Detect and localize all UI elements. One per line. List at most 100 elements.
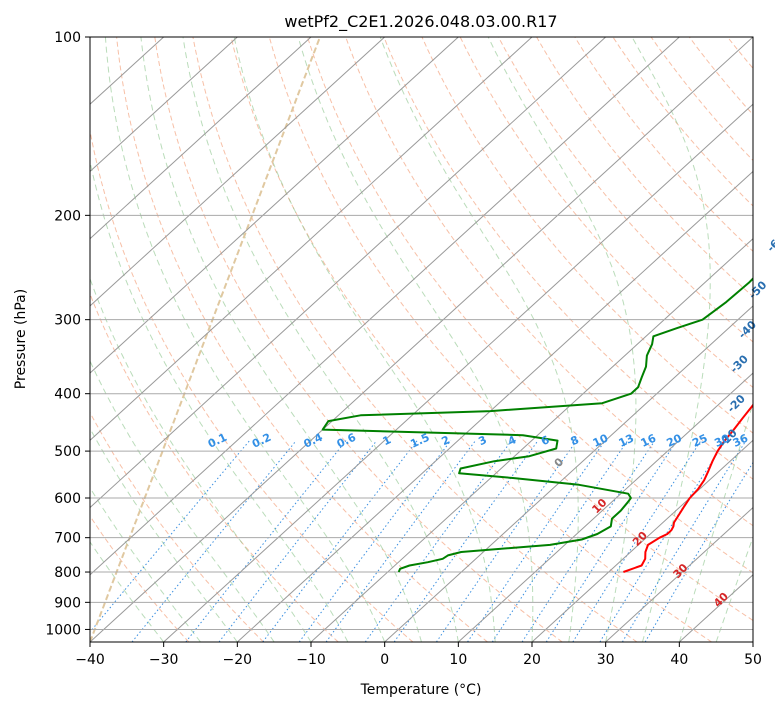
plot-area [90,37,775,642]
y-axis-label: Pressure (hPa) [13,289,29,389]
mixing-ratio-line [131,440,297,642]
mixing-ratio-label: 3 [476,433,488,448]
moist-adiabat [233,37,496,642]
isotherm-line [90,37,238,173]
moist-adiabat [715,535,753,642]
mixing-ratio-line [364,440,512,642]
mixing-ratio-line [491,440,629,642]
mixing-ratio-label: 0.2 [250,431,273,451]
mixing-ratio-label: 36 [731,431,751,449]
x-tick-label: 10 [449,652,467,668]
mixing-ratio-label: 16 [639,431,659,449]
mixing-ratio-line [621,440,747,642]
y-tick-label: 100 [54,30,81,46]
x-tick-label: 50 [744,652,762,668]
y-tick-label: 400 [54,387,81,403]
isotherm-line [310,237,753,642]
isotherm-line [90,37,386,307]
mixing-ratio-label: 0.1 [206,431,229,451]
moist-adiabat [631,37,711,642]
y-tick-label: 300 [54,313,81,329]
mixing-ratio-line [572,440,702,642]
isotherm-label: -40 [736,318,759,341]
dry-adiabat [192,37,638,642]
isotherm-label: -30 [728,352,751,375]
mixing-ratio-line [545,440,678,642]
y-tick-label: 700 [54,531,81,547]
mixing-ratio-line [218,440,378,642]
isotherm-line [90,37,533,442]
isotherm-label: -60 [764,231,775,254]
x-tick-label: 40 [670,652,688,668]
mixing-ratio-line [599,440,727,642]
isotherm-line [90,37,607,509]
dry-adiabat [536,37,753,298]
dry-adiabat [90,128,414,642]
mixing-ratio-label: 0.4 [302,431,325,451]
dry-adiabat [268,37,753,622]
adiabat-label: 30 [671,561,691,581]
isotherm-line [384,305,753,642]
adiabat-label: 40 [711,590,731,610]
dry-adiabat [688,37,753,116]
mixing-ratio-label: 20 [664,431,684,449]
moist-adiabat [104,37,386,642]
x-tick-label: −10 [296,652,326,668]
moist-adiabat [297,37,534,642]
y-tick-label: 500 [54,444,81,460]
mixing-ratio-line [262,440,418,642]
y-tick-label: 200 [54,208,81,224]
y-tick-label: 600 [54,491,81,507]
y-tick-label: 1000 [45,622,81,638]
isotherm-line [605,506,753,642]
dry-adiabat [154,37,563,642]
x-tick-label: 30 [597,652,615,668]
moist-adiabat [90,540,165,642]
y-tick-label: 800 [54,565,81,581]
mixing-ratio-label: 2 [440,433,452,448]
isotherm-line [531,439,753,642]
mixing-ratio-label: 1.5 [408,431,431,451]
mixing-ratio-line [325,440,476,642]
moist-adiabat [90,158,349,642]
plot-frame [89,36,754,643]
moist-adiabat [90,427,238,642]
mixing-ratio-label: 6 [539,433,552,448]
mixing-ratio-line [521,440,656,642]
x-tick-label: −40 [75,652,105,668]
moist-adiabat [678,401,753,642]
dry-adiabat [116,37,488,642]
moist-adiabat [140,37,422,642]
mixing-ratio-label: 8 [569,433,581,448]
mixing-ratio-line [467,440,606,642]
moist-adiabat [90,359,275,642]
adiabat-label: 10 [589,496,609,516]
isotherm-line [236,170,753,642]
mixing-ratio-line [90,440,250,633]
x-tick-label: −20 [223,652,253,668]
moist-adiabat [90,486,201,642]
isotherm-line [90,37,753,642]
x-axis-label: Temperature (°C) [360,682,482,698]
y-tick-label: 900 [54,595,81,611]
dry-adiabat [307,37,753,574]
isotherm-line [90,37,312,240]
x-tick-label: −30 [149,652,179,668]
dry-adiabat [497,37,753,343]
isotherm-line [163,103,753,642]
reference-curve [90,37,321,642]
mixing-ratio-line [298,440,452,642]
mixing-ratio-label: 10 [591,431,611,449]
moist-adiabat [487,37,637,642]
mixing-ratio-label: 25 [690,432,709,450]
chart-title: wetPf2_C2E1.2026.048.03.00.R17 [284,12,557,32]
mixing-ratio-line [185,440,347,642]
temperature-trace [623,403,753,573]
dry-adiabat [650,37,753,162]
mixing-ratio-line [435,440,578,642]
dry-adiabat [90,411,264,642]
isotherm-line [90,37,459,374]
moist-adiabat [182,37,459,642]
dry-adiabat [766,37,775,642]
